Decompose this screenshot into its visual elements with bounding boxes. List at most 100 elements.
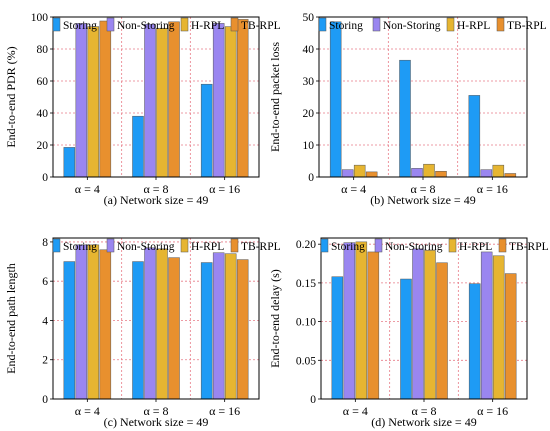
y-tick-label: 10: [303, 140, 315, 152]
legend-label: Storing: [331, 241, 365, 253]
chart-panel-4: 0 0.05 0.10 0.15 0.20 α = 4 α = 8 α = 16 End-to-…: [268, 237, 549, 429]
legend-label: TB-RPL: [241, 241, 281, 253]
legend-swatch: [52, 238, 61, 253]
x-tick-label: α = 8: [410, 182, 435, 196]
legend-label: TB-RPL: [507, 20, 547, 32]
bar-storing: [468, 283, 481, 400]
y-tick-label: 20: [37, 140, 49, 152]
bar-tb-rpl: [236, 19, 249, 178]
y-tick-label: 50: [303, 12, 315, 24]
bar-tb-rpl: [168, 21, 180, 178]
legend-label: Storing: [63, 20, 97, 32]
legend-swatch: [374, 238, 383, 253]
y-tick-label: 0.15: [296, 278, 316, 290]
bar-storing: [331, 276, 344, 400]
y-tick-label: 0: [310, 394, 316, 406]
bar-tb-rpl: [365, 171, 378, 178]
legend-swatch: [448, 238, 457, 253]
bar-non-storing: [480, 251, 493, 400]
bar-storing: [329, 21, 342, 178]
chart-panel-3: 0 2 4 6 8 α = 4 α = 8 α = 16 End-to-end path len…: [4, 237, 281, 429]
bar-h-rpl: [355, 241, 368, 400]
legend-swatch: [230, 17, 239, 32]
x-tick-label: α = 16: [209, 404, 240, 418]
bar-h-rpl: [353, 164, 366, 178]
legend-swatch: [498, 238, 507, 253]
legend-label: Storing: [63, 241, 97, 253]
bar-h-rpl: [156, 248, 168, 400]
legend-label: Non-Storing: [383, 20, 441, 32]
bar-non-storing: [144, 23, 156, 178]
y-tick-label: 40: [303, 44, 315, 56]
y-tick-label: 6: [42, 276, 48, 288]
x-tick-label: α = 16: [477, 404, 508, 418]
chart-caption: (b) Network size = 49: [370, 193, 475, 207]
legend-label: TB-RPL: [509, 241, 549, 253]
bar-non-storing: [75, 23, 88, 178]
bar-h-rpl: [87, 26, 100, 178]
bar-h-rpl: [87, 244, 100, 400]
legend: Storing Non-Storing H-RPL TB-RPL: [52, 238, 281, 253]
plot-frame: [52, 16, 260, 178]
plot-frame: [318, 16, 528, 178]
bar-h-rpl: [224, 253, 237, 400]
y-tick-label: 0: [42, 172, 48, 184]
legend-label: H-RPL: [459, 241, 492, 253]
bar-tb-rpl: [168, 257, 180, 400]
legend-label: Non-Storing: [117, 241, 175, 253]
bar-h-rpl: [224, 26, 237, 178]
legend-label: Storing: [329, 20, 363, 32]
legend-swatch: [230, 238, 239, 253]
x-tick-label: α = 16: [209, 182, 240, 196]
bar-storing: [400, 278, 412, 400]
y-axis-label: End-to-end packet loss: [268, 42, 282, 152]
x-tick-label: α = 4: [75, 182, 100, 196]
x-tick-label: α = 8: [143, 404, 168, 418]
x-tick-label: α = 4: [75, 404, 100, 418]
bar-tb-rpl: [435, 170, 447, 178]
bar-h-rpl: [424, 250, 436, 400]
bar-h-rpl: [492, 164, 505, 178]
chart-panel-1: 0 20 40 60 80 100 α = 4 α = 8 α = 16 End-to-end P…: [4, 12, 281, 207]
bar-storing: [132, 115, 144, 178]
legend-label: Non-Storing: [117, 20, 175, 32]
plot-frame: [320, 237, 528, 400]
chart-caption: (c) Network size = 49: [104, 415, 209, 429]
y-axis-label: End-to-end PDR (%): [4, 46, 18, 147]
y-axis-label: End-to-end path length: [4, 263, 18, 374]
bar-tb-rpl: [504, 173, 517, 178]
legend: Storing Non-Storing H-RPL TB-RPL: [52, 17, 281, 32]
x-tick-label: α = 8: [143, 182, 168, 196]
legend: Storing Non-Storing H-RPL TB-RPL: [318, 17, 547, 32]
legend-swatch: [446, 17, 455, 32]
legend-label: H-RPL: [457, 20, 490, 32]
bar-non-storing: [144, 247, 156, 400]
y-tick-label: 80: [37, 44, 49, 56]
legend-swatch: [52, 17, 61, 32]
chart-caption: (a) Network size = 49: [104, 193, 209, 207]
y-tick-label: 40: [37, 108, 49, 120]
bar-h-rpl: [423, 163, 435, 178]
y-tick-label: 30: [303, 76, 315, 88]
x-tick-label: α = 8: [411, 404, 436, 418]
legend-swatch: [496, 17, 505, 32]
bar-tb-rpl: [504, 273, 517, 400]
bar-tb-rpl: [99, 249, 112, 400]
legend-swatch: [106, 17, 115, 32]
y-tick-label: 0.20: [296, 239, 316, 251]
chart-caption: (d) Network size = 49: [371, 415, 476, 429]
y-tick-label: 0: [308, 172, 314, 184]
legend-label: H-RPL: [191, 20, 224, 32]
legend-swatch: [106, 238, 115, 253]
bar-non-storing: [75, 244, 88, 400]
x-tick-label: α = 4: [343, 404, 368, 418]
bar-h-rpl: [492, 255, 505, 400]
y-tick-label: 8: [42, 237, 48, 249]
x-tick-label: α = 4: [341, 182, 366, 196]
bar-non-storing: [212, 252, 225, 400]
bar-storing: [63, 147, 76, 178]
x-tick-label: α = 16: [477, 182, 508, 196]
y-tick-label: 20: [303, 108, 315, 120]
bar-tb-rpl: [367, 251, 380, 400]
legend-label: TB-RPL: [241, 20, 281, 32]
